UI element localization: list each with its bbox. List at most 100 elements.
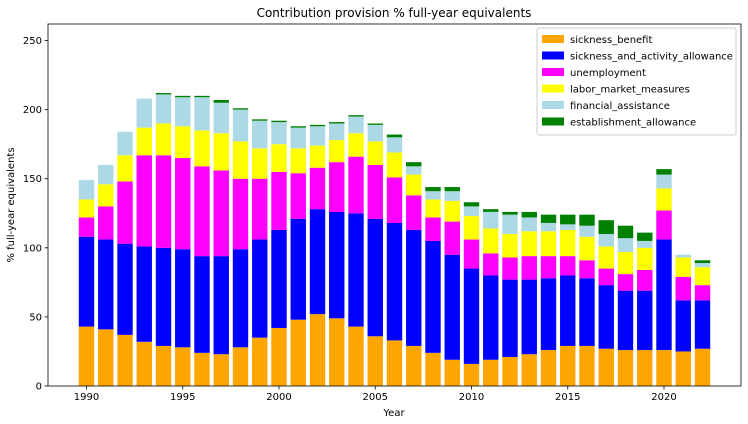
bar-unemployment-2016: [579, 260, 595, 279]
bar-sickness-benefit-2016: [579, 345, 595, 386]
bar-labor-market-measures-1994: [155, 123, 172, 156]
bar-financial-assistance-1995: [175, 97, 191, 127]
bar-sickness-and-activity-allowance-2015: [560, 275, 576, 346]
bar-unemployment-1995: [175, 158, 191, 250]
bar-establishment-allowance-1996: [194, 95, 210, 98]
legend-swatch-sickness-and-activity-allowance: [542, 51, 564, 60]
bar-sickness-and-activity-allowance-1994: [155, 247, 172, 346]
bar-sickness-and-activity-allowance-2022: [694, 300, 711, 349]
bar-labor-market-measures-2016: [579, 236, 595, 261]
bar-financial-assistance-1999: [252, 120, 268, 149]
bar-establishment-allowance-1999: [252, 119, 268, 121]
bar-labor-market-measures-2012: [502, 234, 518, 258]
legend: sickness_benefit sickness_and_activity_al…: [536, 27, 737, 136]
bar-sickness-and-activity-allowance-2008: [425, 240, 441, 353]
bar-labor-market-measures-2015: [560, 229, 576, 257]
bar-financial-assistance-2005: [367, 124, 383, 142]
bar-labor-market-measures-2007: [406, 174, 422, 196]
bar-establishment-allowance-2003: [329, 122, 345, 124]
bar-establishment-allowance-2020: [656, 169, 672, 175]
bar-financial-assistance-2000: [271, 122, 287, 145]
bars-group: [78, 93, 711, 386]
bar-sickness-benefit-2012: [502, 356, 518, 386]
bar-establishment-allowance-1994: [155, 93, 172, 95]
axes-group: 1990 1995 2000 2005 2010 2015 2020 0 50 100 150 200…: [23, 23, 742, 403]
bar-sickness-benefit-2015: [560, 345, 576, 386]
bar-sickness-benefit-2008: [425, 352, 441, 386]
x-tick-label-1990: 1990: [74, 392, 99, 403]
y-tick-label-250: 250: [23, 36, 42, 47]
legend-label-establishment-allowance: establishment_allowance: [570, 118, 696, 129]
bar-sickness-and-activity-allowance-2018: [617, 290, 634, 351]
bar-labor-market-measures-1992: [117, 155, 133, 182]
bar-unemployment-1996: [194, 166, 210, 257]
bar-sickness-benefit-2004: [348, 326, 364, 386]
bar-establishment-allowance-2018: [617, 225, 634, 239]
bar-sickness-benefit-2005: [367, 336, 383, 386]
bar-establishment-allowance-1997: [213, 99, 229, 103]
bar-establishment-allowance-2000: [271, 120, 287, 123]
bar-labor-market-measures-2021: [675, 257, 691, 277]
x-tick-label-2015: 2015: [555, 392, 580, 403]
bar-sickness-and-activity-allowance-2009: [444, 254, 460, 360]
bar-sickness-and-activity-allowance-2001: [290, 218, 306, 320]
bar-labor-market-measures-2020: [656, 188, 672, 211]
bar-labor-market-measures-1998: [232, 141, 249, 179]
y-tick-label-0: 0: [36, 382, 42, 393]
bar-financial-assistance-2013: [521, 217, 537, 232]
bar-labor-market-measures-1997: [213, 133, 229, 171]
bar-establishment-allowance-2008: [425, 187, 441, 192]
bar-labor-market-measures-2005: [367, 141, 383, 165]
bar-unemployment-2011: [483, 253, 499, 276]
x-tick-label-2020: 2020: [651, 392, 676, 403]
bar-sickness-and-activity-allowance-2006: [386, 222, 403, 341]
bar-labor-market-measures-2013: [521, 231, 537, 257]
bar-sickness-benefit-1998: [232, 347, 249, 386]
bar-sickness-benefit-1995: [175, 347, 191, 386]
legend-swatch-financial-assistance: [542, 101, 564, 109]
bar-labor-market-measures-2018: [617, 251, 634, 275]
bar-unemployment-2017: [598, 268, 614, 286]
bar-financial-assistance-2019: [637, 240, 653, 248]
bar-sickness-and-activity-allowance-2017: [598, 285, 614, 349]
bar-unemployment-2009: [444, 221, 460, 255]
bar-sickness-and-activity-allowance-2007: [406, 229, 422, 346]
bar-labor-market-measures-2000: [271, 144, 287, 172]
bar-sickness-benefit-2021: [675, 351, 691, 386]
bar-sickness-and-activity-allowance-2019: [637, 290, 653, 351]
bar-financial-assistance-2003: [329, 123, 345, 141]
x-tick-label-1995: 1995: [170, 392, 195, 403]
bar-sickness-benefit-2017: [598, 348, 614, 386]
bar-financial-assistance-2004: [348, 116, 364, 134]
bar-sickness-benefit-1999: [252, 337, 268, 386]
bar-establishment-allowance-1998: [232, 108, 249, 110]
bar-financial-assistance-2010: [463, 206, 480, 217]
bar-unemployment-2001: [290, 173, 306, 219]
bar-establishment-allowance-2017: [598, 220, 614, 235]
bar-establishment-allowance-2019: [637, 232, 653, 241]
x-tick-label-2010: 2010: [459, 392, 484, 403]
bar-financial-assistance-2018: [617, 238, 634, 252]
bar-establishment-allowance-2004: [348, 115, 364, 117]
bar-unemployment-1993: [136, 155, 152, 247]
bar-sickness-and-activity-allowance-2013: [521, 279, 537, 355]
bar-unemployment-2018: [617, 274, 634, 291]
bar-financial-assistance-2006: [386, 137, 403, 153]
chart-title: Contribution provision % full-year equiv…: [257, 6, 532, 20]
bar-sickness-benefit-1993: [136, 341, 152, 386]
bar-unemployment-1998: [232, 178, 249, 250]
bar-financial-assistance-1996: [194, 97, 210, 131]
plot-frame: [47, 23, 742, 387]
bar-financial-assistance-1992: [117, 131, 133, 156]
x-tick-label-2005: 2005: [363, 392, 388, 403]
bar-financial-assistance-2021: [675, 254, 691, 258]
bar-unemployment-2008: [425, 217, 441, 241]
bar-sickness-benefit-1997: [213, 354, 229, 386]
bar-sickness-and-activity-allowance-1999: [252, 239, 268, 338]
bar-labor-market-measures-2017: [598, 246, 614, 269]
legend-swatch-establishment-allowance: [542, 117, 564, 126]
bar-labor-market-measures-2011: [483, 228, 499, 254]
bar-sickness-and-activity-allowance-2012: [502, 279, 518, 357]
bar-sickness-benefit-2011: [483, 359, 499, 386]
bar-establishment-allowance-1995: [175, 95, 191, 98]
